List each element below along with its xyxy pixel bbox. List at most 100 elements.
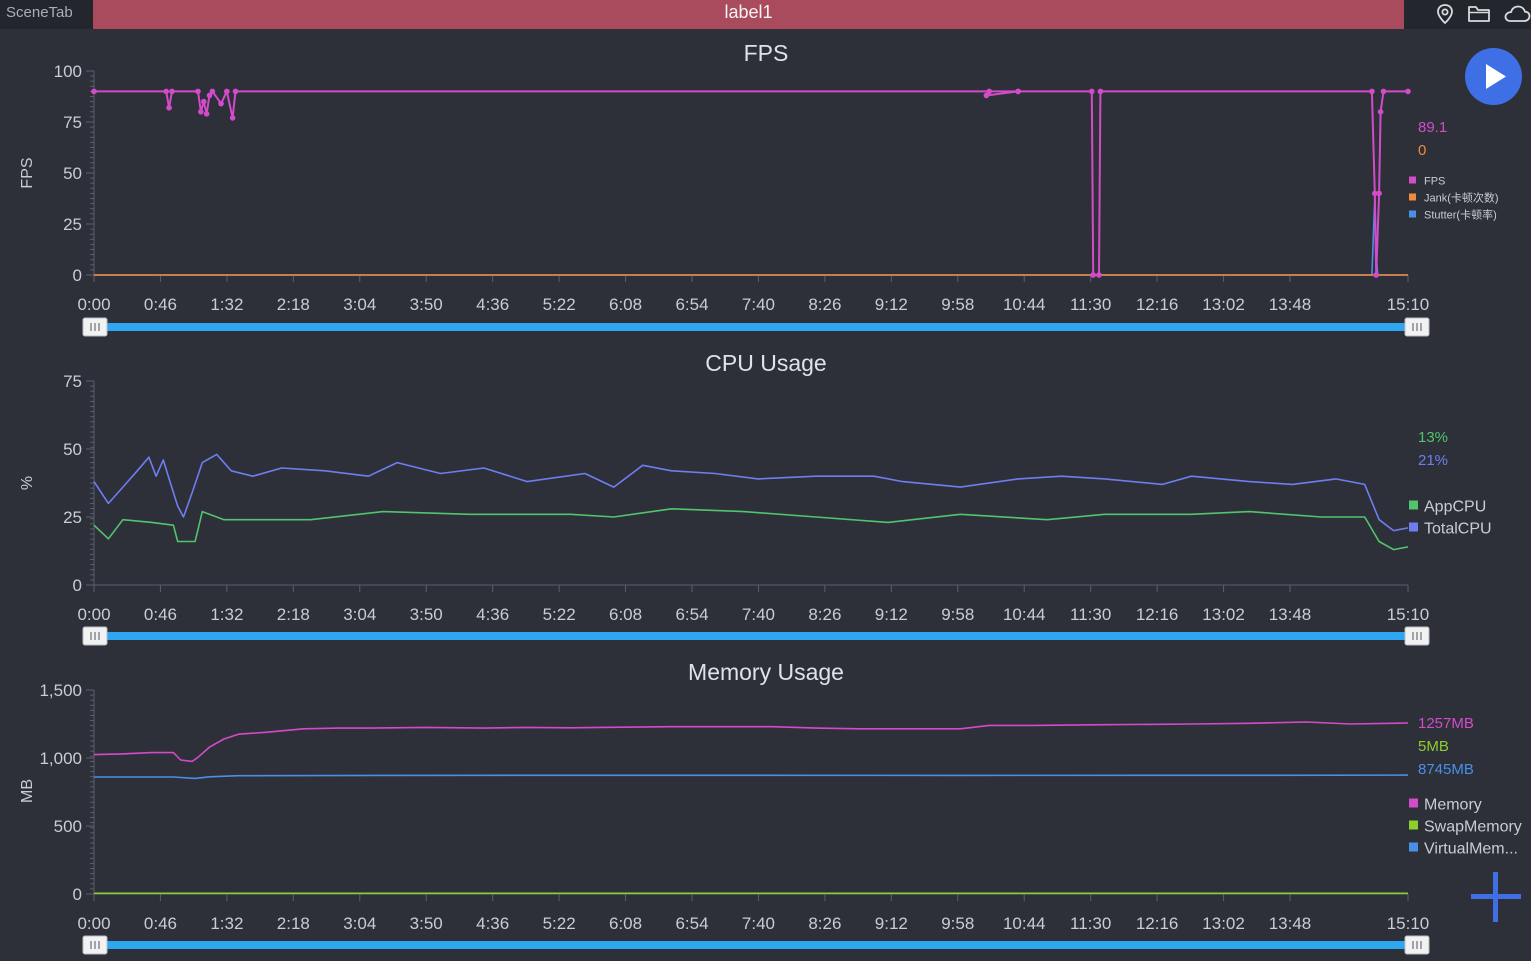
cloud-icon[interactable]	[1503, 3, 1531, 25]
legend-swatch	[1409, 210, 1416, 218]
data-point	[169, 88, 175, 95]
play-button[interactable]	[1465, 48, 1522, 105]
series-line	[94, 196, 1408, 276]
y-tick-label: 0	[73, 576, 82, 595]
data-point	[1090, 272, 1097, 278]
y-tick-label: 1,000	[39, 749, 82, 768]
series-line	[93, 721, 1409, 763]
current-value-label: 21%	[1418, 452, 1448, 469]
x-tick-label: 12:16	[1136, 605, 1179, 624]
chart-title: CPU Usage	[705, 350, 826, 376]
x-tick-label: 8:26	[808, 914, 841, 933]
plus-icon	[1471, 872, 1521, 922]
x-tick-label: 15:10	[1387, 914, 1430, 933]
legend-label: SwapMemory	[1424, 818, 1522, 835]
time-range-slider[interactable]	[82, 626, 1430, 646]
x-tick-label: 11:30	[1070, 914, 1111, 933]
data-point	[163, 88, 169, 95]
data-point	[224, 88, 230, 95]
chart-title: Memory Usage	[688, 659, 844, 685]
x-tick-label: 13:48	[1269, 295, 1312, 314]
time-range-slider[interactable]	[82, 935, 1430, 955]
x-tick-label: 0:46	[144, 605, 177, 624]
data-point	[1371, 190, 1378, 197]
time-range-slider[interactable]	[82, 317, 1430, 337]
x-tick-label: 1:32	[210, 914, 243, 933]
legend-label: Memory	[1424, 796, 1482, 813]
current-value-label: 0	[1418, 142, 1426, 159]
x-tick-label: 8:26	[808, 295, 841, 314]
location-pin-icon[interactable]	[1433, 3, 1457, 25]
x-tick-label: 2:18	[277, 605, 310, 624]
x-tick-label: 2:18	[277, 914, 310, 933]
data-point	[1373, 272, 1380, 278]
data-point	[218, 100, 224, 107]
tab-label1[interactable]: label1	[93, 0, 1404, 29]
add-button[interactable]	[1468, 869, 1524, 925]
slider-handle-right[interactable]	[1404, 317, 1430, 337]
x-tick-label: 6:08	[609, 605, 642, 624]
x-tick-label: 9:12	[875, 295, 908, 314]
legend-label: TotalCPU	[1424, 520, 1492, 537]
data-point	[1376, 190, 1382, 197]
x-tick-label: 3:50	[410, 295, 443, 314]
data-point	[232, 88, 239, 95]
x-tick-label: 13:02	[1202, 605, 1245, 624]
x-tick-label: 3:04	[343, 914, 376, 933]
legend-swatch	[1409, 820, 1418, 830]
x-tick-label: 1:32	[210, 605, 243, 624]
series-line	[93, 453, 1409, 532]
current-value-label: 89.1	[1418, 119, 1447, 136]
y-axis-label: MB	[19, 779, 36, 803]
x-tick-label: 6:08	[609, 914, 642, 933]
legend-swatch	[1409, 193, 1416, 201]
x-tick-label: 11:30	[1070, 605, 1111, 624]
slider-handle-left[interactable]	[82, 935, 108, 955]
y-tick-label: 50	[63, 164, 82, 183]
folder-icon[interactable]	[1467, 3, 1491, 25]
current-value-label: 1257MB	[1418, 715, 1474, 732]
slider-handle-left[interactable]	[82, 626, 108, 646]
y-tick-label: 25	[63, 215, 82, 234]
x-tick-label: 6:08	[609, 295, 642, 314]
x-tick-label: 13:48	[1269, 605, 1312, 624]
data-point	[983, 92, 990, 99]
x-tick-label: 0:46	[144, 295, 177, 314]
play-icon	[1486, 64, 1506, 89]
data-point	[195, 88, 201, 95]
current-value-label: 8745MB	[1418, 761, 1474, 778]
data-point	[1096, 272, 1102, 278]
x-tick-label: 2:18	[277, 295, 310, 314]
data-point	[1377, 109, 1384, 115]
x-tick-label: 4:36	[476, 605, 509, 624]
slider-handle-right[interactable]	[1404, 935, 1430, 955]
x-tick-label: 3:04	[343, 605, 376, 624]
data-point	[1380, 88, 1387, 95]
x-tick-label: 5:22	[543, 295, 576, 314]
data-point	[166, 104, 172, 111]
y-tick-label: 25	[63, 508, 82, 527]
x-tick-label: 9:58	[941, 914, 974, 933]
data-point	[91, 88, 97, 95]
data-point	[1405, 88, 1411, 95]
x-tick-label: 10:44	[1003, 914, 1046, 933]
slider-handle-right[interactable]	[1404, 626, 1430, 646]
slider-handle-left[interactable]	[82, 317, 108, 337]
chart-title: FPS	[744, 40, 789, 66]
y-tick-label: 0	[73, 266, 82, 285]
x-tick-label: 3:04	[343, 295, 376, 314]
legend-label: AppCPU	[1424, 498, 1486, 515]
x-tick-label: 5:22	[543, 914, 576, 933]
tab-scene[interactable]: SceneTab	[6, 4, 73, 21]
x-tick-label: 5:22	[543, 605, 576, 624]
legend-swatch	[1409, 842, 1418, 852]
x-tick-label: 0:00	[77, 295, 110, 314]
x-tick-label: 12:16	[1136, 914, 1179, 933]
legend-label: FPS	[1424, 176, 1445, 188]
x-tick-label: 7:40	[742, 605, 775, 624]
x-tick-label: 9:58	[941, 295, 974, 314]
x-tick-label: 4:36	[476, 914, 509, 933]
data-point	[209, 88, 216, 95]
cpu-usage-chart: CPU Usage % 0 25 50 75 0:00 0:46 1:32 2:18 3:04 3…	[19, 350, 1492, 646]
legend-label: VirtualMem...	[1424, 840, 1518, 857]
